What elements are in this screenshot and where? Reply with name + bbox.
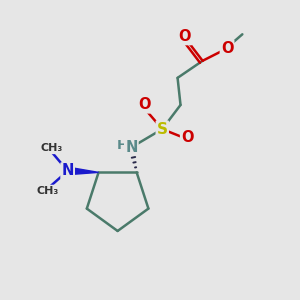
Text: CH₃: CH₃ [37, 186, 59, 196]
Text: S: S [157, 122, 168, 136]
Text: CH₃: CH₃ [40, 143, 63, 153]
Text: O: O [179, 29, 191, 44]
Text: H: H [117, 140, 128, 152]
Text: N: N [125, 140, 137, 155]
Polygon shape [68, 167, 99, 175]
Text: O: O [181, 130, 194, 145]
Text: O: O [138, 98, 150, 112]
Text: O: O [221, 40, 233, 56]
Text: N: N [61, 164, 74, 178]
